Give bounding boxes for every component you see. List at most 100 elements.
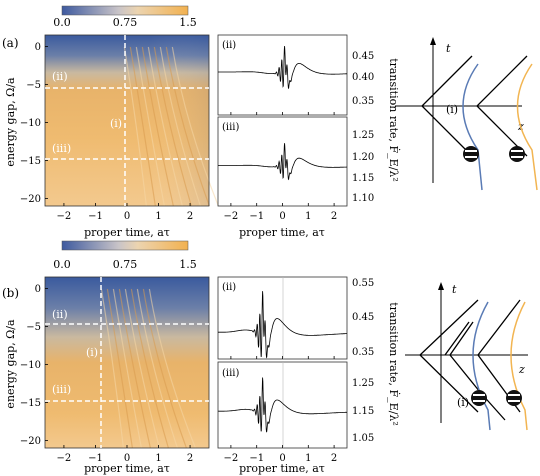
x-tick-label: −2 (224, 211, 239, 222)
x-tick-label: −2 (57, 453, 72, 464)
y-axis-label-right: transition rate, Ḟ_E/λ² (387, 58, 401, 182)
heatmap-ticks: −2 −1 0 1 20−5−10−15−20 (20, 284, 193, 464)
mini-plot-ticks (230, 112, 335, 115)
x-tick-label: −1 (88, 453, 103, 464)
y-axis-label-right: transition rate, Ḟ_E/λ² (387, 302, 401, 426)
x-tick-label: 2 (331, 453, 337, 464)
fringe-stripe (130, 288, 169, 449)
mini-plot-label: (iii) (222, 368, 239, 379)
light-cone (421, 55, 473, 157)
fringe-stripe (129, 46, 156, 207)
light-cone (476, 55, 528, 157)
heatmap-fringes (100, 288, 196, 449)
fringe-stripe (141, 46, 174, 207)
y-axis-label: energy gap, Ω/a (4, 319, 17, 409)
x-axis-label: proper time, aτ (239, 226, 325, 239)
heatmap-fringes (123, 46, 219, 207)
light-cone (449, 321, 506, 421)
fringe-stripe (124, 288, 160, 449)
event-label: (i) (457, 396, 469, 409)
x-tick-label: −1 (249, 211, 264, 222)
y-tick: 0.35 (352, 96, 374, 107)
fringe-stripe (148, 288, 196, 449)
cut-label: (i) (110, 117, 122, 130)
cut-label: (ii) (52, 308, 68, 321)
x-tick-label: 1 (155, 211, 161, 222)
y-tick: 0.55 (352, 278, 374, 289)
y-tick-label: −20 (20, 194, 41, 205)
heatmap-ticks: −2 −1 0 1 20−5−10−15−20 (20, 42, 193, 222)
colorbar (61, 240, 189, 251)
spacetime-diagram: t z (i) (405, 282, 528, 431)
fringe-stripe (159, 46, 201, 207)
fringe-stripe (112, 288, 142, 449)
y-tick: 1.15 (352, 173, 374, 184)
spacetime-diagram: t z (i) (395, 37, 538, 191)
z-axis-label: z (518, 363, 525, 376)
t-axis-arrow (430, 37, 436, 45)
mini-plot-label: (ii) (222, 282, 236, 293)
y-tick-label: −5 (26, 322, 41, 333)
y-tick: 1.25 (352, 130, 374, 141)
y-tick: 1.05 (352, 433, 374, 444)
trajectory-orange (510, 301, 528, 431)
y-tick: 1.25 (352, 378, 374, 389)
colorbar-tick: 0.75 (113, 258, 138, 271)
y-tick-label: −10 (20, 118, 41, 129)
y-tick: 0.35 (352, 347, 374, 358)
trajectory-blue (472, 301, 491, 431)
detector-blue (471, 390, 487, 406)
t-axis-arrow (438, 282, 444, 290)
x-tick-label: 1 (305, 453, 311, 464)
mini-plot-iii (217, 361, 348, 449)
fringe-stripe (153, 46, 192, 207)
colorbar-tick: 0.0 (53, 258, 71, 271)
colorbar-tick: 1.5 (179, 16, 197, 29)
panel-label: (a) (2, 36, 19, 50)
fringe-stripe (171, 46, 219, 207)
panel-label: (b) (2, 286, 19, 300)
mini-plot-label: (iii) (222, 122, 239, 133)
colorbar-tick: 1.5 (179, 258, 197, 271)
fringe-stripe (106, 288, 133, 449)
x-tick-label: 0 (279, 453, 285, 464)
heatmap (45, 277, 209, 448)
mini-plot-label: (ii) (222, 40, 236, 51)
cut-label: (iii) (52, 142, 71, 155)
light-cone (477, 299, 521, 413)
mini-plot-ticks: −2 −1 0 1 2 (224, 445, 337, 464)
colorbar (61, 5, 189, 16)
mini-plot-ii (217, 276, 348, 360)
y-tick: 1.15 (352, 406, 374, 417)
x-axis-label: proper time, aτ (84, 462, 170, 475)
t-axis-label: t (452, 283, 457, 296)
y-tick: 1.20 (352, 152, 374, 163)
trajectory-blue (462, 63, 483, 191)
y-tick-label: 0 (35, 42, 41, 53)
y-tick: 1.10 (352, 193, 374, 204)
series-line (218, 291, 347, 359)
series-line (218, 143, 347, 181)
x-tick-label: 1 (155, 453, 161, 464)
fringe-stripe (100, 288, 124, 449)
panel-a: (a) 0.0 0.75 1.5 −2 −1 0 1 20−5−10−15−20 (ii… (2, 5, 538, 239)
trajectory-orange (516, 63, 538, 191)
x-axis-label: proper time, aτ (84, 226, 170, 239)
mini-plot-ticks (230, 356, 335, 359)
y-axis-label: energy gap, Ω/a (4, 77, 17, 167)
fringe-stripe (135, 46, 165, 207)
y-tick-label: 0 (35, 284, 41, 295)
x-tick-label: 1 (305, 211, 311, 222)
detector-blue (463, 146, 479, 162)
x-tick-label: −1 (88, 211, 103, 222)
fringe-stripe (118, 288, 151, 449)
fringe-stripe (136, 288, 178, 449)
mini-plot-ticks: −2 −1 0 1 2 (224, 203, 337, 222)
y-tick-label: −20 (20, 436, 41, 447)
event-label: (i) (446, 103, 458, 116)
colorbar-tick: 0.0 (53, 16, 71, 29)
y-tick: 0.40 (352, 72, 374, 83)
cut-label: (iii) (52, 383, 71, 396)
detector-orange (509, 146, 525, 162)
